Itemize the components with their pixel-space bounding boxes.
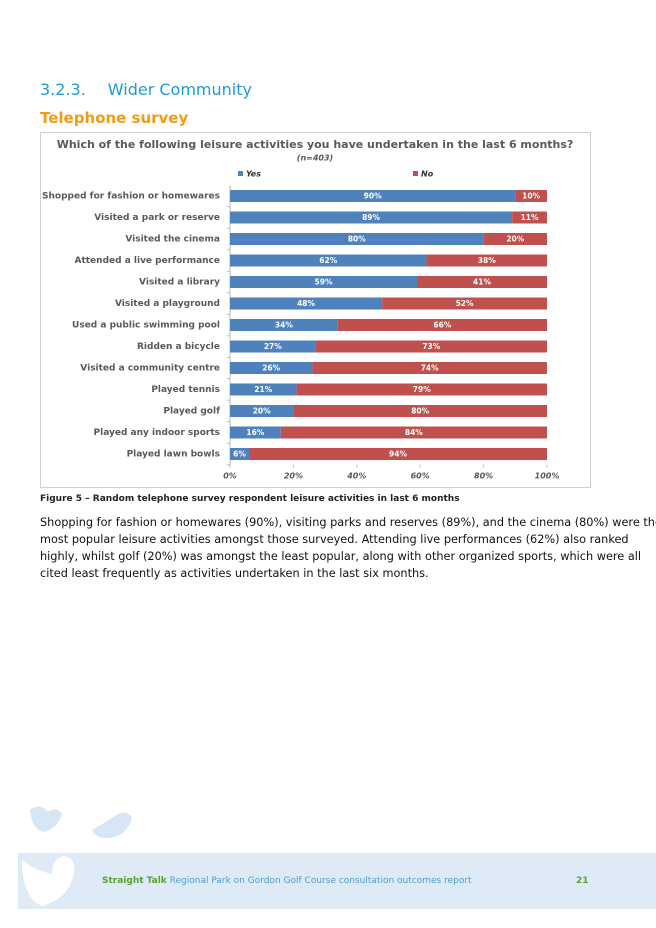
category-label: Played tennis (151, 385, 220, 395)
x-tick-label: 0% (223, 472, 237, 481)
value-label: 10% (522, 192, 540, 201)
footer-band (18, 853, 656, 909)
category-label: Attended a live performance (74, 256, 220, 266)
section-number: 3.2.3. (40, 80, 86, 99)
category-label: Played golf (163, 407, 220, 417)
paragraph-line: most popular leisure activities amongst … (40, 533, 629, 546)
bar-segment (230, 233, 484, 245)
bar-segment (230, 448, 250, 460)
bird (22, 856, 75, 906)
bar-segment (512, 211, 547, 224)
value-label: 94% (389, 450, 407, 459)
legend-label: No (421, 170, 434, 179)
value-label: 73% (422, 342, 440, 351)
x-tick-label: 100% (535, 472, 560, 481)
footer-decoration (18, 806, 656, 909)
bar-segment (417, 276, 547, 288)
value-label: 21% (254, 385, 272, 394)
value-label: 26% (262, 364, 280, 373)
value-label: 62% (319, 256, 337, 265)
legend-label: Yes (246, 170, 261, 179)
footer-brand: Straight Talk (102, 876, 167, 886)
figure-caption: Figure 5 – Random telephone survey respo… (40, 494, 460, 504)
bar-segment (230, 405, 294, 417)
category-label: Visited a park or reserve (94, 213, 220, 223)
value-label: 90% (364, 192, 382, 201)
value-label: 79% (413, 385, 431, 394)
value-label: 52% (456, 299, 474, 308)
bar-segment (280, 426, 547, 439)
bar-segment (230, 297, 383, 310)
value-label: 34% (275, 321, 293, 330)
bar-segment (230, 211, 513, 224)
paragraph-line: Shopping for fashion or homewares (90%),… (40, 516, 656, 529)
section-heading: 3.2.3. Wider Community (40, 80, 252, 99)
bar-segment (230, 276, 418, 288)
bird (30, 806, 62, 832)
chart-title: Which of the following leisure activitie… (57, 138, 574, 151)
bar-segment (315, 340, 547, 353)
bar-segment (230, 340, 316, 353)
bar-segment (483, 233, 547, 245)
bar-segment (382, 297, 547, 310)
bar-segment (312, 362, 547, 374)
value-label: 6% (233, 450, 246, 459)
subheading: Telephone survey (40, 109, 189, 127)
category-label: Visited a library (139, 278, 220, 288)
value-label: 20% (506, 235, 524, 244)
value-label: 80% (411, 407, 429, 416)
page-number: 21 (576, 876, 589, 886)
footer-report: Regional Park on Gordon Golf Course cons… (169, 876, 472, 886)
bar-segment (337, 319, 547, 331)
bar-segment (249, 448, 547, 460)
value-label: 48% (297, 299, 315, 308)
category-label: Visited a community centre (80, 364, 220, 374)
bar-segment (426, 254, 547, 267)
value-label: 84% (405, 428, 423, 437)
bird (92, 812, 132, 838)
x-tick-label: 80% (474, 472, 493, 481)
category-label: Shopped for fashion or homewares (42, 192, 220, 202)
category-label: Visited the cinema (125, 235, 220, 245)
bar-segment (296, 383, 547, 396)
category-label: Played lawn bowls (127, 450, 220, 460)
bar-segment (230, 319, 338, 331)
value-label: 66% (433, 321, 451, 330)
paragraph: Shopping for fashion or homewares (90%),… (40, 514, 656, 582)
value-label: 89% (362, 213, 380, 222)
bar-segment (230, 383, 297, 396)
value-label: 16% (246, 428, 264, 437)
x-tick-label: 60% (411, 472, 430, 481)
legend-swatch (238, 171, 243, 176)
category-label: Ridden a bicycle (137, 342, 220, 352)
bar-segment (230, 426, 281, 439)
bar-segment (515, 190, 547, 202)
value-label: 74% (421, 364, 439, 373)
legend-swatch (413, 171, 418, 176)
footer-text: Straight Talk Regional Park on Gordon Go… (102, 876, 472, 886)
x-tick-label: 20% (284, 472, 303, 481)
category-label: Used a public swimming pool (72, 321, 220, 331)
value-label: 27% (264, 342, 282, 351)
bar-segment (230, 190, 516, 202)
bar-segment (293, 405, 547, 417)
value-label: 20% (253, 407, 271, 416)
category-label: Visited a playground (115, 299, 220, 309)
paragraph-line: cited least frequently as activities und… (40, 567, 429, 580)
chart-subtitle: (n=403) (297, 154, 333, 163)
value-label: 59% (315, 278, 333, 287)
category-label: Played any indoor sports (94, 428, 220, 438)
bar-segment (230, 254, 427, 267)
value-label: 80% (348, 235, 366, 244)
chart: Which of the following leisure activitie… (40, 132, 591, 488)
value-label: 41% (473, 278, 491, 287)
value-label: 38% (478, 256, 496, 265)
section-title: Wider Community (107, 80, 252, 99)
x-tick-label: 40% (346, 472, 366, 481)
value-label: 11% (521, 213, 539, 222)
paragraph-line: highly, whilst golf (20%) was amongst th… (40, 550, 642, 563)
bar-segment (230, 362, 313, 374)
